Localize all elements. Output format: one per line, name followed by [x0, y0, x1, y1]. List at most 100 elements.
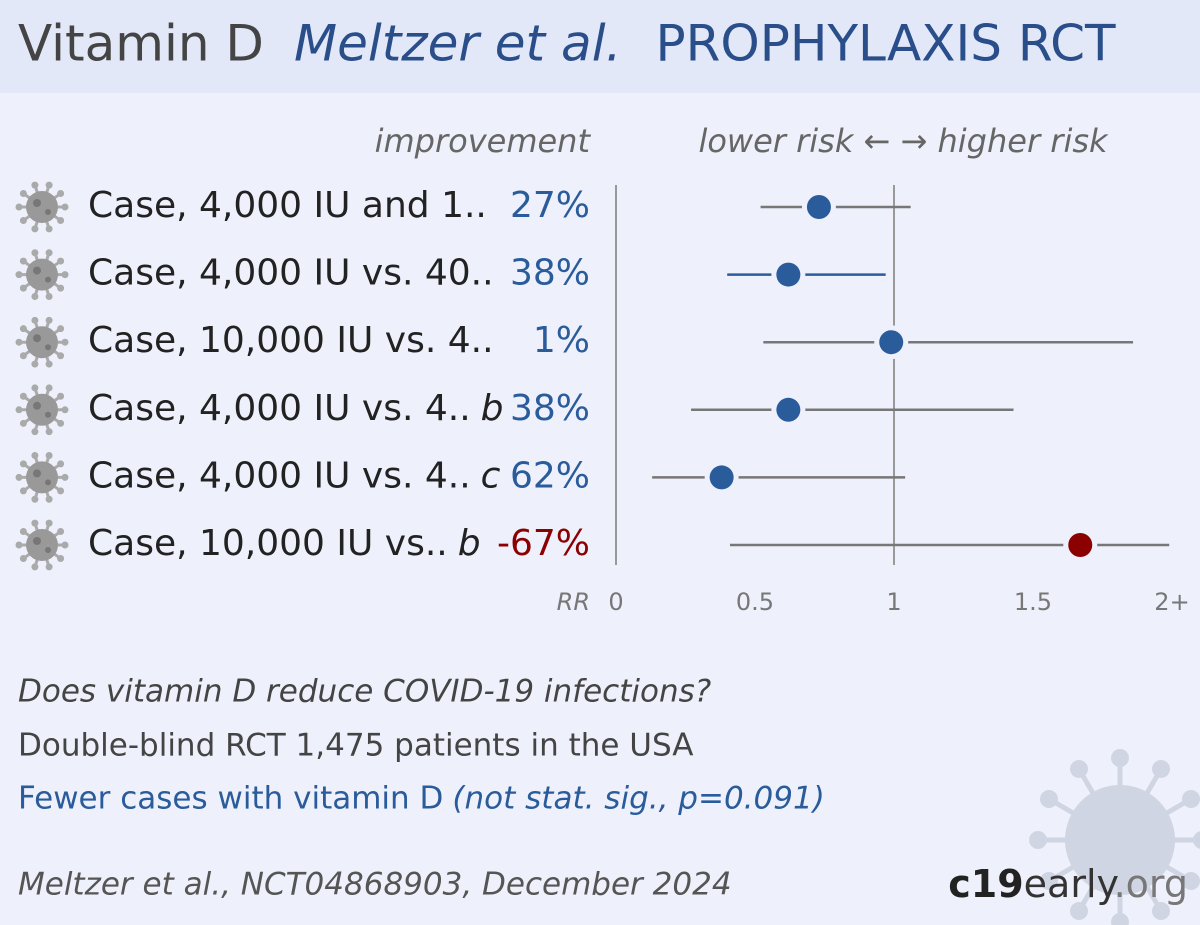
row-suffix: b — [481, 388, 504, 429]
virus-spike-tip — [15, 271, 23, 279]
virus-spike-tip — [15, 406, 23, 414]
virus-icon — [15, 316, 69, 368]
virus-spike — [1118, 797, 1191, 843]
virus-spike-tip — [45, 384, 53, 392]
virus-spot — [45, 547, 51, 553]
improvement-label: 1% — [533, 320, 590, 361]
virus-icon — [15, 519, 69, 571]
virus-icon — [15, 249, 69, 300]
virus-spike-tip — [45, 225, 53, 233]
virus-spike-tip — [61, 338, 69, 346]
virus-spike-tip — [19, 325, 27, 333]
virus-spike-tip — [15, 338, 23, 346]
virus-spot — [45, 276, 51, 283]
x-tick-label: 1.5 — [1014, 588, 1052, 616]
point — [806, 195, 831, 219]
virus-spike-tip — [45, 563, 53, 571]
virus-spike-tip — [57, 257, 65, 265]
row-label: Case, 10,000 IU vs. 4.. — [88, 320, 494, 361]
virus-body — [26, 258, 58, 291]
point — [776, 397, 801, 422]
virus-spike-tip — [31, 428, 39, 436]
virus-spike-tip — [19, 217, 27, 225]
virus-spike-tip — [31, 225, 39, 233]
virus-spike-tip — [45, 519, 53, 527]
virus-spike — [1118, 837, 1191, 883]
virus-spike-tip — [31, 249, 39, 257]
virus-spot — [33, 537, 41, 545]
virus-spike-tip — [19, 487, 27, 495]
virus-spike-tip — [31, 292, 39, 300]
x-tick-label: 0 — [608, 588, 623, 616]
virus-spike — [1077, 838, 1123, 911]
virus-spike — [1117, 838, 1163, 911]
brand-org: .org — [1114, 862, 1188, 906]
brand: c19early.org — [948, 862, 1188, 906]
virus-spike-tip — [15, 541, 23, 549]
virus-spike-tip — [57, 460, 65, 468]
title-kind: PROPHYLAXIS RCT — [655, 15, 1116, 73]
virus-spot — [45, 479, 51, 486]
virus-spike-tip — [1039, 872, 1058, 890]
virus-spot — [45, 411, 51, 418]
virus-spike-tip — [19, 352, 27, 360]
title-drug: Vitamin D — [18, 15, 264, 73]
virus-spike-tip — [45, 495, 53, 503]
virus-spike-tip — [31, 181, 39, 189]
improvement-header: improvement — [375, 122, 592, 160]
x-tick-label: 2+ — [1154, 588, 1189, 616]
virus-spike-tip — [45, 360, 53, 368]
virus-spike-tip — [61, 271, 69, 279]
virus-spike — [1049, 837, 1122, 883]
virus-spot — [33, 469, 41, 478]
virus-spike-tip — [19, 284, 27, 292]
virus-spot — [33, 199, 41, 207]
x-axis-label: RR — [557, 588, 590, 616]
header-band — [0, 0, 1200, 93]
row-label: Case, 4,000 IU vs. 40.. — [88, 253, 494, 294]
virus-spike-tip — [19, 460, 27, 468]
virus-spike-tip — [57, 284, 65, 292]
big-virus — [1029, 749, 1200, 925]
virus-spike-tip — [19, 392, 27, 400]
virus-spike-tip — [45, 181, 53, 189]
virus-spike-tip — [57, 217, 65, 225]
x-tick-label: 0.5 — [736, 588, 774, 616]
virus-spike-tip — [45, 292, 53, 300]
virus-icon — [15, 181, 69, 233]
point — [776, 262, 801, 287]
improvement-label: 62% — [510, 455, 590, 496]
virus-body — [26, 326, 58, 359]
row-label: Case, 4,000 IU and 1.. — [88, 185, 487, 226]
virus-spike-tip — [1152, 902, 1170, 921]
virus-body — [26, 191, 58, 223]
improvement-label: 38% — [510, 388, 590, 429]
virus-spike-tip — [1111, 749, 1129, 767]
virus-spike-tip — [1029, 831, 1047, 849]
virus-icon — [15, 452, 69, 503]
virus-spike-tip — [19, 419, 27, 427]
virus-spike-tip — [57, 419, 65, 427]
virus-spike-tip — [19, 527, 27, 535]
virus-spike-tip — [1070, 902, 1088, 921]
title-authors: Meltzer et al. — [294, 15, 622, 73]
improvement-label: -67% — [497, 523, 590, 564]
brand-early: early — [1024, 862, 1119, 906]
virus-spike-tip — [1111, 913, 1129, 925]
point — [879, 330, 904, 355]
virus-spot — [33, 401, 41, 410]
virus-spike — [1117, 769, 1163, 842]
question: Does vitamin D reduce COVID-19 infection… — [18, 674, 711, 710]
virus-spike-tip — [31, 452, 39, 460]
improvement-label: 38% — [510, 253, 590, 294]
virus-spike-tip — [19, 555, 27, 563]
virus-spike-tip — [45, 428, 53, 436]
virus-spike-tip — [45, 452, 53, 460]
virus-spike-tip — [31, 519, 39, 527]
row-label: Case, 10,000 IU vs.. — [88, 523, 448, 564]
virus-spike-tip — [15, 473, 23, 481]
virus-spike-tip — [45, 316, 53, 324]
virus-spot — [45, 209, 51, 215]
